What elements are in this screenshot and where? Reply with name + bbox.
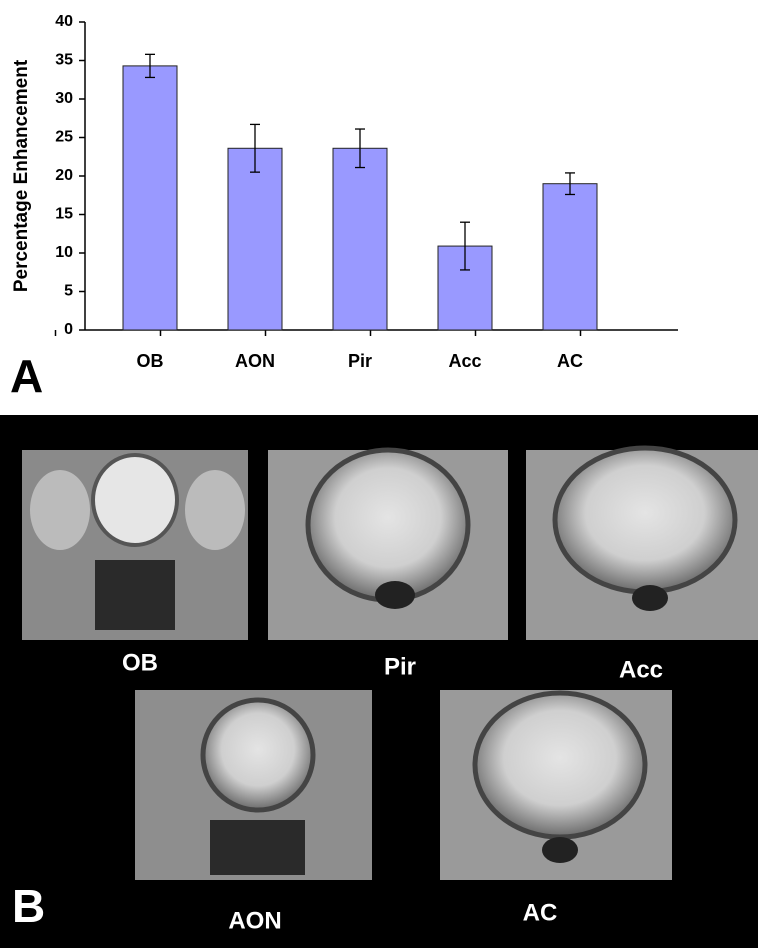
mri-image <box>526 448 758 640</box>
y-tick-label: 40 <box>55 13 73 30</box>
figure: A Percentage Enhancement OB Pir Acc AON … <box>0 0 758 948</box>
image-label: AON <box>228 907 281 934</box>
panel-letter: B <box>12 880 45 932</box>
y-tick-label: 30 <box>55 90 73 107</box>
x-tick-label: AC <box>557 351 583 371</box>
image-label: AC <box>523 899 558 926</box>
mri-image <box>268 450 508 640</box>
image-label: Pir <box>384 653 416 680</box>
y-tick-label: 10 <box>55 244 73 261</box>
image-label: Acc <box>619 656 663 683</box>
mri-image <box>440 690 672 880</box>
image-label: OB <box>122 649 158 676</box>
x-tick-label: AON <box>235 351 275 371</box>
bar <box>123 66 177 330</box>
bar <box>333 148 387 330</box>
panel-letter: A <box>10 350 43 402</box>
x-tick-label: OB <box>137 351 164 371</box>
y-axis-label: Percentage Enhancement <box>11 59 32 292</box>
mri-image <box>135 690 372 880</box>
bar <box>543 184 597 330</box>
y-tick-label: 5 <box>64 283 73 300</box>
y-tick-label: 25 <box>55 129 73 146</box>
x-tick-label: Pir <box>348 351 372 371</box>
x-tick-label: Acc <box>448 351 481 371</box>
y-tick-label: 0 <box>64 321 73 338</box>
mri-image <box>22 450 248 640</box>
y-tick-label: 20 <box>55 167 73 184</box>
y-tick-label: 35 <box>55 52 73 69</box>
bar <box>228 148 282 330</box>
y-tick-label: 15 <box>55 206 73 223</box>
